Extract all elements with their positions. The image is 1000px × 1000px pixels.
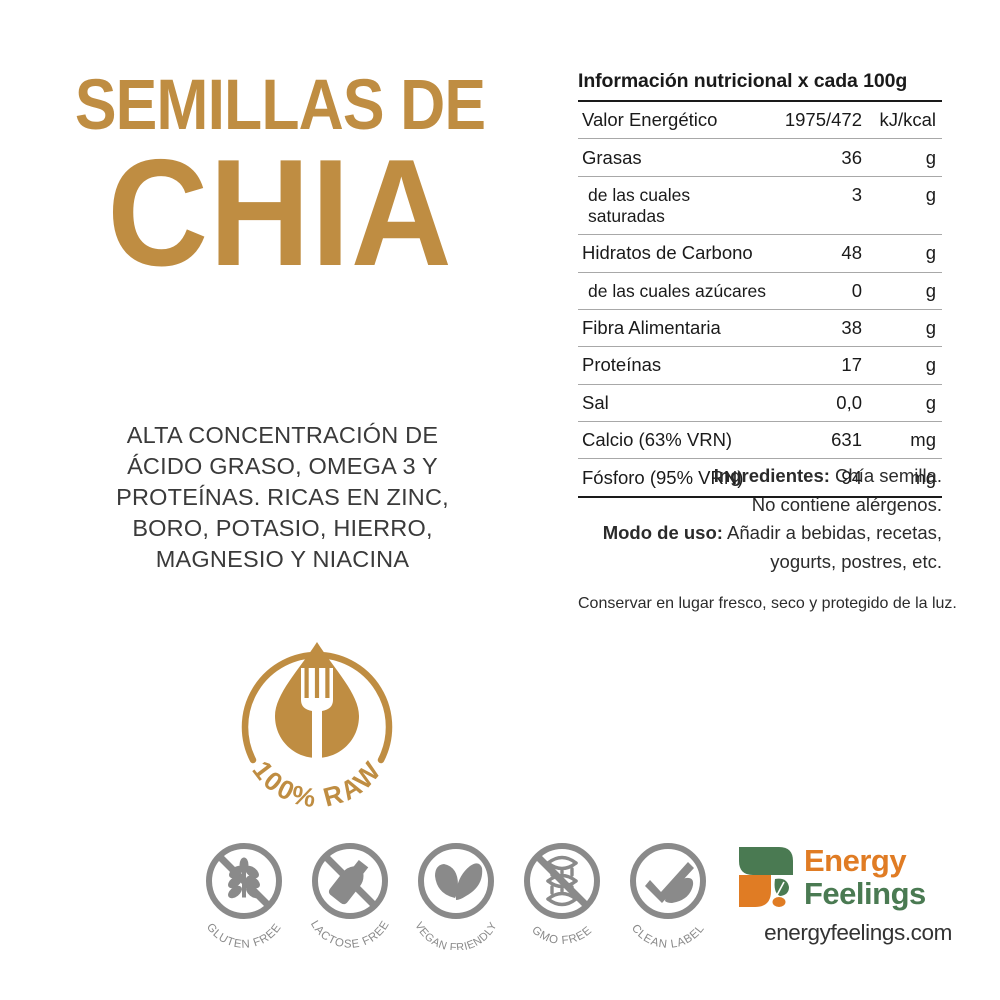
table-row: de las cuales azúcares 0 g <box>578 272 942 310</box>
ingredients-line: Ingredientes: Chía semilla. <box>578 462 942 491</box>
cert-badge-gmo-free: GMO FREE <box>514 838 610 950</box>
nutrient-name: Hidratos de Carbono <box>582 242 753 264</box>
cert-label: VEGAN FRIENDLY <box>412 920 499 954</box>
logo-wordmark: Energy Feelings <box>804 845 926 909</box>
brand-name-feelings: Feelings <box>804 876 926 911</box>
svg-text:GMO FREE: GMO FREE <box>529 924 594 947</box>
ingredients-label: Ingredientes: <box>713 465 830 486</box>
nutrient-name: Proteínas <box>582 354 662 376</box>
raw-badge-label: 100% RAW <box>246 755 385 814</box>
nutrient-value: 3 <box>851 183 862 205</box>
leaves-icon: VEGAN FRIENDLY <box>412 843 499 954</box>
nutrient-value: 94 <box>841 466 862 488</box>
ingredients-value: Chía semilla. <box>829 465 942 486</box>
brand-url: energyfeelings.com <box>764 920 952 945</box>
nutrient-name: de las cuales azúcares <box>588 280 767 301</box>
nutrient-name: Valor Energético <box>582 109 718 131</box>
svg-text:100% RAW: 100% RAW <box>246 755 387 807</box>
nutrient-unit: mg <box>910 466 936 488</box>
product-description: ALTA CONCENTRACIÓN DE ÁCIDO GRASO, OMEGA… <box>110 420 455 575</box>
nutrient-unit: mg <box>910 429 936 451</box>
mode-label: Modo de uso: <box>602 522 723 544</box>
nutrition-heading: Información nutricional x cada 100g <box>578 70 908 92</box>
logo-lockup: Energy Feelings <box>737 838 952 916</box>
droplet-fork-icon: 100% RAW <box>241 642 393 814</box>
table-row: Grasas 36 g <box>578 139 942 177</box>
nutrient-name: de las cuales saturadas <box>588 184 691 226</box>
nutrient-value: 48 <box>841 242 862 264</box>
nutrient-value: 631 <box>831 429 862 451</box>
page-title: SEMILLAS DE CHIA <box>0 66 560 299</box>
cert-label: GLUTEN FREE <box>204 921 283 951</box>
nutrient-name: Grasas <box>582 146 642 168</box>
nutrient-value: 1975/472 <box>784 109 862 131</box>
svg-text:LACTOSE FREE: LACTOSE FREE <box>308 919 392 950</box>
table-row: Calcio (63% VRN) 631 mg <box>578 422 942 459</box>
description-line-5: MAGNESIO Y NIACINA <box>155 546 410 573</box>
brand-logo: Energy Feelings energyfeelings.com <box>737 838 952 950</box>
nutrient-name: Fibra Alimentaria <box>582 317 721 339</box>
svg-text:GLUTEN FREE: GLUTEN FREE <box>204 921 284 950</box>
allergens-line: No contiene alérgenos. <box>751 493 942 515</box>
leaf-logo-icon <box>739 847 793 907</box>
cert-label: GMO FREE <box>529 924 593 947</box>
nutrient-unit: g <box>925 279 936 301</box>
description-line-1: ALTA CONCENTRACIÓN DE <box>126 422 439 448</box>
nutrient-value: 36 <box>841 146 862 168</box>
cert-badge-clean-label: CLEAN LABEL <box>620 838 716 951</box>
cert-label: CLEAN LABEL <box>629 922 706 950</box>
nutrient-value: 0 <box>851 279 862 301</box>
mode-line-2: yogurts, postres, etc. <box>770 551 942 573</box>
nutrient-unit: g <box>925 183 936 205</box>
cert-badge-vegan-friendly: VEGAN FRIENDLY <box>408 838 504 954</box>
raw-badge: 100% RAW <box>217 612 417 814</box>
table-row: Proteínas 17 g <box>578 347 942 385</box>
check-leaf-icon: CLEAN LABEL <box>629 843 707 951</box>
nutrient-name: Sal <box>582 391 609 413</box>
dna-crossed-icon: GMO FREE <box>524 843 600 947</box>
table-row: Hidratos de Carbono 48 g <box>578 235 942 272</box>
table-row: Fibra Alimentaria 38 g <box>578 309 942 347</box>
cert-badge-lactose-free: LACTOSE FREE <box>302 838 398 951</box>
table-row: Valor Energético 1975/472 kJ/kcal <box>578 101 942 139</box>
nutrient-unit: g <box>925 242 936 264</box>
cert-badge-gluten-free: GLUTEN FREE <box>196 838 292 951</box>
nutrient-unit: g <box>925 317 936 339</box>
description-line-4: BORO, POTASIO, HIERRO, <box>132 515 433 542</box>
nutrient-name: Fósforo (95% VRN) <box>582 466 744 488</box>
description-line-2: ÁCIDO GRASO, OMEGA 3 Y <box>127 453 438 480</box>
table-row: de las cuales saturadas 3 g <box>578 176 942 235</box>
mode-line: Modo de uso: Añadir a bebidas, recetas, <box>578 519 942 548</box>
usage-info: Ingredientes: Chía semilla. No contiene … <box>578 462 957 615</box>
storage-line: Conservar en lugar fresco, seco y proteg… <box>578 594 957 612</box>
nutrient-value: 0,0 <box>836 391 862 413</box>
svg-text:VEGAN FRIENDLY: VEGAN FRIENDLY <box>412 920 499 950</box>
wheat-crossed-icon: GLUTEN FREE <box>204 843 284 951</box>
certification-badges: GLUTEN FREE LACTOSE FREE <box>196 838 716 954</box>
table-row: Fósforo (95% VRN) 94 mg <box>578 459 942 497</box>
nutrient-unit: kJ/kcal <box>879 109 936 131</box>
product-title-line1: SEMILLAS DE <box>74 66 486 145</box>
product-title-line2: CHIA <box>107 128 453 299</box>
svg-text:CLEAN LABEL: CLEAN LABEL <box>629 922 707 950</box>
nutrient-value: 38 <box>841 317 862 339</box>
mode-value: Añadir a bebidas, recetas, <box>722 522 942 544</box>
table-row: Sal 0,0 g <box>578 384 942 422</box>
nutrition-table: Valor Energético 1975/472 kJ/kcal Grasas… <box>578 100 942 498</box>
nutrient-value: 17 <box>841 354 862 376</box>
cert-label: LACTOSE FREE <box>308 919 391 951</box>
nutrient-unit: g <box>925 146 936 168</box>
description-line-3: PROTEÍNAS. RICAS EN ZINC, <box>116 484 449 511</box>
brand-name-energy: Energy <box>804 843 907 878</box>
right-column: Información nutricional x cada 100g Valo… <box>578 0 957 1000</box>
nutrient-unit: g <box>925 391 936 413</box>
milk-bottle-crossed-icon: LACTOSE FREE <box>308 843 392 951</box>
nutrient-name: Calcio (63% VRN) <box>582 429 733 451</box>
nutrient-unit: g <box>925 354 936 376</box>
left-column: SEMILLAS DE CHIA ALTA CONCENTRACIÓN DE Á… <box>0 66 560 814</box>
